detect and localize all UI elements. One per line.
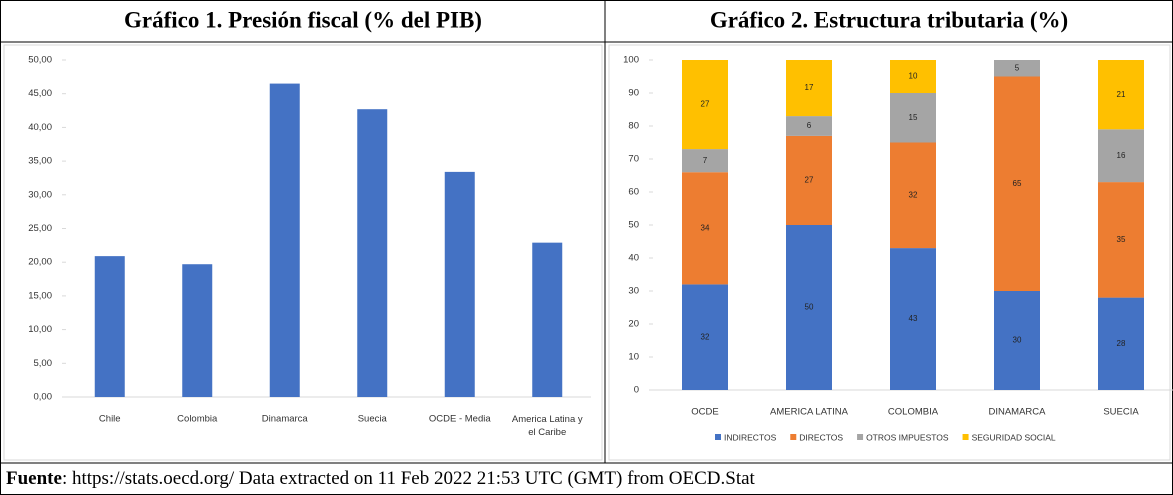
data-label: 65 (1013, 179, 1022, 188)
data-label: 21 (1117, 90, 1126, 99)
bar-segment (786, 60, 832, 117)
y-tick-label: 60 (628, 187, 639, 198)
x-tick-label: Dinamarca (262, 414, 309, 425)
y-tick-label: 5,00 (34, 358, 53, 369)
x-tick-label: AMERICA LATINA (770, 407, 849, 418)
data-label: 5 (1015, 63, 1020, 72)
y-tick-label: 20,00 (28, 257, 52, 268)
bar (269, 83, 300, 397)
x-tick-label: SUECIA (1103, 407, 1139, 418)
footer-text: : https://stats.oecd.org/ Data extracted… (62, 468, 756, 489)
bar-segment (786, 135, 832, 225)
bar-segment (786, 225, 832, 390)
y-tick-label: 10 (628, 352, 639, 363)
legend-label: INDIRECTOS (724, 432, 777, 442)
y-tick-label: 30 (628, 286, 639, 297)
bar-segment (1098, 297, 1144, 390)
bar (532, 242, 563, 397)
y-tick-label: 0 (634, 385, 639, 396)
x-tick-label: Chile (99, 414, 121, 425)
y-tick-label: 50 (628, 220, 639, 231)
bar-segment (1098, 182, 1144, 298)
x-tick-label: OCDE - Media (429, 414, 491, 425)
chart-area (608, 44, 1171, 461)
legend-swatch (790, 434, 797, 440)
legend-swatch (715, 434, 721, 440)
bar-segment (994, 76, 1040, 291)
y-tick-label: 40 (628, 253, 639, 264)
data-label: 43 (909, 314, 918, 323)
data-label: 27 (701, 100, 710, 109)
data-label: 16 (1117, 151, 1126, 160)
data-label: 27 (805, 176, 814, 185)
y-tick-label: 30,00 (28, 189, 52, 200)
y-tick-label: 50,00 (28, 55, 52, 66)
y-tick-label: 90 (628, 88, 639, 99)
data-label: 17 (805, 83, 814, 92)
y-tick-label: 15,00 (28, 290, 52, 301)
data-label: 7 (703, 156, 708, 165)
y-tick-label: 10,00 (28, 324, 52, 335)
x-tick-label: DINAMARCA (988, 407, 1046, 418)
legend-swatch (962, 434, 969, 440)
y-tick-label: 45,00 (28, 88, 52, 99)
data-label: 10 (909, 72, 918, 81)
y-tick-label: 70 (628, 154, 639, 165)
x-tick-label: America Latina y el Caribe (512, 414, 583, 438)
data-label: 50 (805, 303, 814, 312)
bar-segment (682, 284, 728, 390)
bar (357, 109, 388, 398)
x-tick-label: Suecia (358, 414, 388, 425)
bar-segment (1098, 60, 1144, 130)
bar-segment (1098, 129, 1144, 183)
data-label: 30 (1013, 336, 1022, 345)
chart-title: Gráfico 2. Estructura tributaria (%) (710, 7, 1068, 32)
bar-segment (890, 60, 936, 93)
bar (94, 256, 125, 397)
bar-segment (994, 60, 1040, 77)
data-label: 15 (909, 113, 918, 122)
legend-swatch (857, 434, 864, 440)
x-tick-label: Colombia (177, 414, 218, 425)
legend-label: DIRECTOS (799, 432, 843, 442)
data-label: 32 (909, 190, 918, 199)
bar-segment (890, 248, 936, 390)
x-tick-label: COLOMBIA (888, 407, 939, 418)
bar (182, 264, 213, 397)
data-label: 35 (1117, 235, 1126, 244)
y-tick-label: 80 (628, 121, 639, 132)
bar-segment (786, 116, 832, 136)
bar-segment (994, 291, 1040, 390)
chart-area (3, 44, 603, 461)
bar-segment (682, 60, 728, 150)
legend-label: SEGURIDAD SOCIAL (972, 432, 1056, 442)
y-tick-label: 40,00 (28, 122, 52, 133)
bar-segment (890, 142, 936, 249)
footer: Fuente: https://stats.oecd.org/ Data ext… (6, 468, 756, 489)
chart-title: Gráfico 1. Presión fiscal (% del PIB) (124, 7, 482, 32)
footer-label: Fuente (6, 468, 62, 489)
bar-segment (682, 172, 728, 285)
y-tick-label: 35,00 (28, 156, 52, 167)
y-tick-label: 25,00 (28, 223, 52, 234)
data-label: 28 (1117, 339, 1126, 348)
legend-label: OTROS IMPUESTOS (866, 432, 949, 442)
x-tick-label: OCDE (691, 407, 718, 418)
bar-segment (682, 149, 728, 173)
data-label: 32 (701, 332, 710, 341)
bar-segment (890, 93, 936, 143)
data-label: 34 (701, 223, 710, 232)
y-tick-label: 0,00 (34, 392, 53, 403)
bar (444, 171, 475, 397)
y-tick-label: 20 (628, 319, 639, 330)
y-tick-label: 100 (623, 55, 639, 66)
data-label: 6 (807, 121, 812, 130)
